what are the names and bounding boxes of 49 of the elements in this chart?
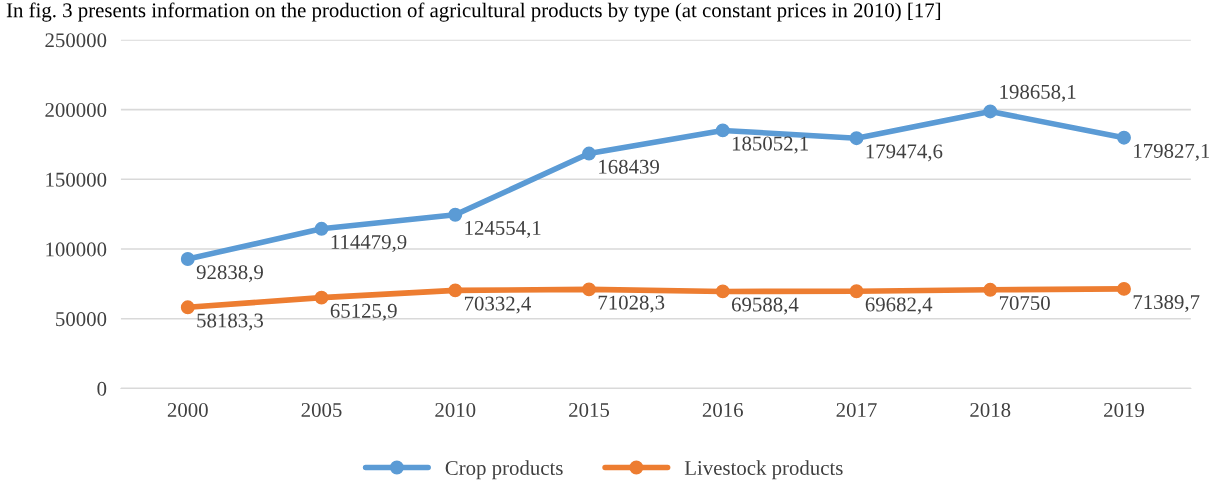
data-label: 70750 (999, 295, 1050, 310)
point (715, 123, 730, 138)
point (849, 131, 864, 146)
point (180, 252, 195, 266)
data-label: 198658,1 (1000, 84, 1076, 102)
y-tick-label: 50000 (56, 312, 107, 327)
x-tick-label: 2016 (702, 402, 743, 417)
point (715, 284, 730, 299)
data-label: 65125,9 (330, 303, 397, 321)
data-label: 168439 (599, 159, 659, 174)
point (314, 290, 329, 305)
data-label: 58183,3 (197, 313, 263, 331)
point (983, 282, 998, 297)
point (582, 146, 596, 161)
legend-label: Livestock products (684, 460, 843, 480)
x-tick-label: 2000 (167, 402, 208, 417)
x-tick-label: 2010 (435, 402, 476, 417)
x-tick-label: 2018 (970, 402, 1011, 417)
data-label: 70332,4 (464, 296, 531, 314)
data-label: 71389,7 (1133, 295, 1200, 313)
y-tick-label: 250000 (45, 33, 107, 48)
y-tick-label: 0 (97, 381, 107, 396)
data-label: 114479,9 (331, 235, 407, 253)
y-tick-label: 150000 (46, 172, 107, 187)
point (582, 282, 596, 297)
point (983, 104, 998, 119)
data-label: 69682,4 (865, 297, 933, 315)
point (1117, 130, 1131, 145)
point (314, 221, 329, 236)
point (180, 300, 195, 315)
point (448, 283, 463, 298)
data-label: 92838,9 (196, 265, 263, 283)
point (1117, 281, 1131, 296)
y-tick-label: 200000 (45, 102, 107, 117)
data-label: 69588,4 (731, 297, 799, 315)
x-tick-label: 2015 (569, 402, 610, 417)
legend-label: Crop products (445, 460, 563, 480)
y-tick-label: 100000 (46, 242, 107, 257)
point (849, 284, 864, 299)
data-label: 179827,1 (1134, 143, 1209, 161)
data-label: 124554,1 (465, 220, 541, 238)
x-tick-label: 2005 (301, 402, 342, 417)
point (448, 207, 463, 222)
data-label: 185052,1 (732, 136, 808, 154)
data-label: 71028,3 (598, 295, 665, 313)
x-tick-label: 2019 (1104, 402, 1144, 417)
data-label: 179474,6 (866, 144, 943, 162)
chart-title: In fig. 3 presents information on the production of agricultural products by type (at constant prices in 2010) [17] (6, 2, 941, 22)
x-tick-label: 2017 (836, 402, 877, 417)
